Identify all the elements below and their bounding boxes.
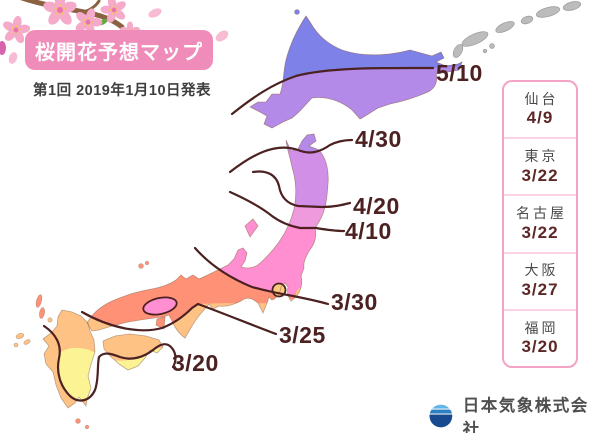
forecast-row-osaka: 大阪 3/27 <box>504 251 576 309</box>
city-name: 大阪 <box>524 262 559 279</box>
page-subtitle: 第1回 2019年1月10日発表 <box>33 83 212 99</box>
city-name: 仙台 <box>524 90 559 107</box>
city-name: 東京 <box>524 148 559 165</box>
bloom-date: 3/27 <box>521 279 559 299</box>
kuril-islands <box>452 1 582 58</box>
bloom-date: 3/20 <box>521 337 559 357</box>
map-date-label-5-10: 5/10 <box>436 60 483 86</box>
map-date-label-3-30: 3/30 <box>331 289 378 315</box>
city-name: 福岡 <box>524 319 559 336</box>
title-banner: 桜開花予想マップ <box>25 30 213 70</box>
globe-icon <box>429 404 453 427</box>
forecast-row-fukuoka: 福岡 3/20 <box>504 308 576 366</box>
city-forecast-panel: 仙台 4/9 東京 3/22 名古屋 3/22 大阪 3/27 福岡 3/20 <box>502 80 578 368</box>
map-date-label-3-25: 3/25 <box>279 322 326 348</box>
company-logo: 日本気象株式会社 <box>428 392 600 433</box>
bloom-date: 4/9 <box>526 108 554 128</box>
forecast-row-nagoya: 名古屋 3/22 <box>504 194 576 251</box>
city-name: 名古屋 <box>516 205 567 222</box>
small-islands <box>13 9 300 430</box>
map-date-label-4-10: 4/10 <box>345 218 392 244</box>
bloom-date: 3/22 <box>521 165 559 185</box>
company-name: 日本気象株式会社 <box>462 397 589 433</box>
map-date-label-4-30: 4/30 <box>355 126 402 152</box>
forecast-row-tokyo: 東京 3/22 <box>504 137 576 194</box>
forecast-row-sendai: 仙台 4/9 <box>504 82 576 137</box>
bloom-date: 3/22 <box>521 222 559 242</box>
bloom-contour-lines <box>42 66 435 402</box>
map-date-label-4-20: 4/20 <box>353 193 400 219</box>
map-date-label-3-20: 3/20 <box>172 350 219 376</box>
